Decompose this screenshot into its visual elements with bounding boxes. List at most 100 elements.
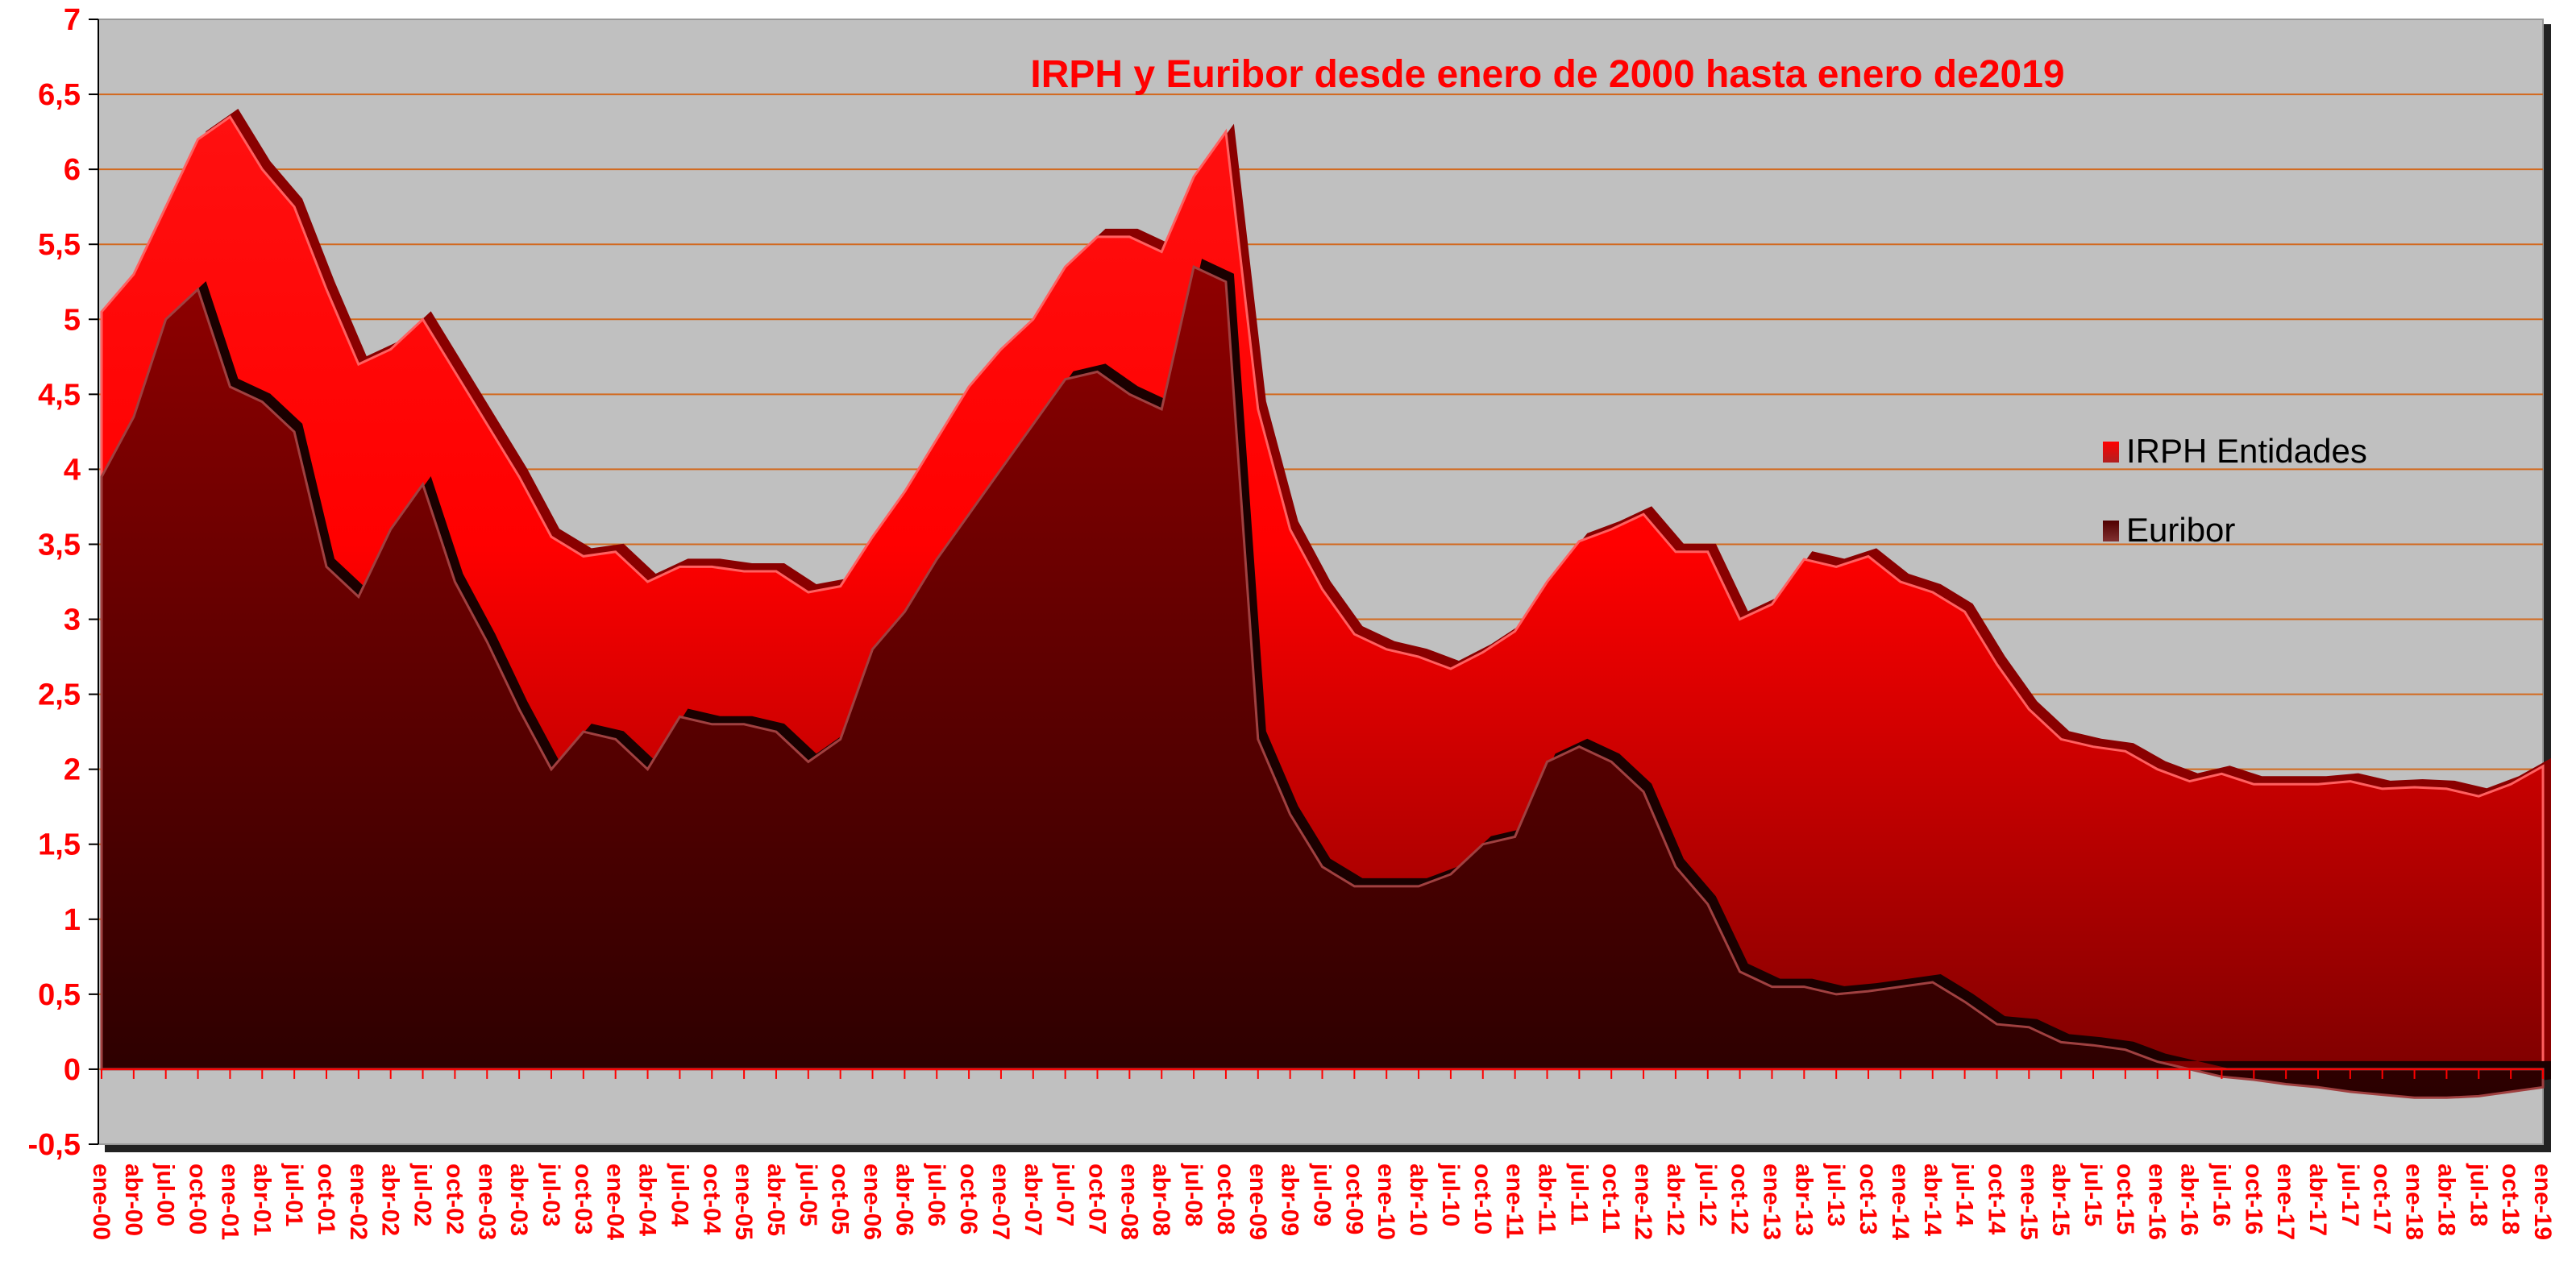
x-tick-label: abr-11	[1533, 1164, 1560, 1234]
y-tick-label: 7	[64, 3, 81, 37]
x-tick-label: abr-06	[891, 1164, 917, 1236]
legend-swatch-irph	[2103, 442, 2119, 463]
x-tick-label: abr-18	[2433, 1164, 2459, 1236]
x-tick-label: oct-15	[2112, 1164, 2138, 1234]
legend-label-euribor: Euribor	[2126, 511, 2235, 549]
x-tick-label: jul-18	[2465, 1163, 2491, 1226]
legend: IRPH Entidades Euribor	[2103, 432, 2367, 549]
series-area-euribor	[100, 264, 2545, 1099]
x-tick-label: jul-02	[409, 1163, 436, 1226]
x-tick-label: jul-09	[1309, 1163, 1336, 1226]
x-tick-label: ene-09	[1244, 1164, 1271, 1240]
x-tick-label: oct-02	[441, 1164, 467, 1234]
y-tick-label: 6,5	[38, 78, 81, 112]
x-tick-label: abr-04	[634, 1164, 661, 1236]
x-tick-label: oct-13	[1855, 1164, 1881, 1234]
x-tick-label: ene-08	[1116, 1164, 1142, 1240]
x-tick-label: oct-01	[313, 1164, 339, 1234]
y-tick-label: -0,5	[28, 1128, 81, 1162]
x-tick-label: ene-19	[2529, 1164, 2556, 1240]
x-tick-label: ene-11	[1502, 1164, 1528, 1238]
x-tick-label: jul-01	[280, 1163, 307, 1226]
y-tick-label: 6	[64, 153, 81, 187]
x-tick-label: ene-12	[1630, 1164, 1656, 1240]
x-tick-label: abr-05	[762, 1164, 789, 1236]
x-tick-label: jul-16	[2208, 1163, 2234, 1226]
y-tick-label: 4	[64, 453, 81, 487]
x-tick-label: jul-06	[923, 1163, 949, 1226]
legend-item-irph[interactable]: IRPH Entidades	[2103, 432, 2367, 470]
x-tick-label: oct-08	[1212, 1164, 1239, 1234]
x-tick-label: abr-16	[2176, 1164, 2203, 1236]
x-tick-label: oct-00	[185, 1164, 211, 1234]
legend-item-euribor[interactable]: Euribor	[2103, 511, 2235, 549]
x-tick-label: ene-10	[1373, 1164, 1399, 1240]
y-tick-label: 4,5	[38, 378, 81, 412]
x-tick-label: oct-07	[1084, 1164, 1111, 1234]
y-tick-label: 2	[64, 753, 81, 787]
x-tick-label: ene-00	[88, 1164, 114, 1240]
y-tick-label: 3	[64, 604, 81, 637]
x-tick-label: jul-14	[1951, 1163, 1978, 1227]
x-tick-label: ene-16	[2144, 1164, 2171, 1240]
x-tick-label: oct-17	[2369, 1164, 2395, 1234]
x-tick-label: oct-18	[2497, 1164, 2524, 1234]
x-tick-label: oct-09	[1340, 1164, 1367, 1234]
x-tick-label: ene-01	[216, 1164, 243, 1240]
x-tick-label: oct-12	[1726, 1164, 1753, 1234]
x-tick-label: jul-00	[152, 1163, 179, 1226]
x-tick-label: abr-17	[2304, 1164, 2331, 1236]
x-tick-label: ene-15	[2015, 1164, 2042, 1240]
x-tick-label: abr-03	[505, 1164, 532, 1236]
x-tick-label: oct-03	[570, 1164, 596, 1234]
x-tick-label: jul-13	[1822, 1163, 1849, 1226]
y-tick-label: 0	[64, 1053, 81, 1087]
x-tick-label: ene-07	[987, 1164, 1014, 1240]
x-tick-label: oct-06	[955, 1164, 982, 1234]
x-tick-label: oct-16	[2240, 1164, 2266, 1234]
x-tick-label: ene-18	[2401, 1164, 2428, 1240]
x-tick-label: oct-14	[1983, 1164, 2009, 1235]
x-tick-label: ene-17	[2272, 1164, 2299, 1240]
x-tick-label: ene-06	[859, 1164, 886, 1240]
x-tick-label: jul-08	[1180, 1163, 1207, 1226]
x-tick-label: abr-00	[120, 1164, 147, 1236]
x-tick-label: jul-03	[538, 1163, 564, 1226]
x-tick-label: abr-10	[1405, 1164, 1431, 1236]
x-tick-label: jul-17	[2337, 1163, 2363, 1226]
x-tick-label: jul-07	[1052, 1163, 1078, 1226]
x-tick-label: abr-13	[1790, 1164, 1817, 1236]
x-tick-label: oct-04	[698, 1164, 725, 1235]
x-tick-label: jul-11	[1565, 1163, 1592, 1226]
y-tick-label: 1	[64, 903, 81, 937]
y-tick-label: 0,5	[38, 978, 81, 1012]
x-tick-label: jul-12	[1694, 1163, 1721, 1226]
chart-title: IRPH y Euribor desde enero de 2000 hasta…	[1030, 53, 2064, 96]
x-tick-label: abr-07	[1020, 1164, 1046, 1236]
x-tick-label: abr-15	[2047, 1164, 2074, 1236]
y-tick-label: 5,5	[38, 228, 81, 262]
x-tick-label: jul-10	[1437, 1163, 1464, 1226]
y-tick-label: 3,5	[38, 528, 81, 562]
y-tick-label: 5	[64, 303, 81, 337]
x-tick-label: ene-03	[473, 1164, 500, 1240]
x-tick-label: jul-05	[795, 1163, 821, 1226]
legend-label-irph: IRPH Entidades	[2126, 432, 2367, 470]
x-tick-label: ene-05	[730, 1164, 757, 1240]
x-tick-label: abr-12	[1662, 1164, 1689, 1236]
legend-swatch-euribor	[2103, 521, 2119, 541]
x-tick-label: oct-05	[827, 1164, 854, 1234]
x-tick-label: abr-08	[1148, 1164, 1174, 1236]
x-tick-label: abr-01	[248, 1164, 275, 1236]
x-tick-label: abr-09	[1277, 1164, 1303, 1236]
x-tick-label: ene-04	[602, 1164, 629, 1240]
x-tick-label: jul-15	[2079, 1163, 2106, 1226]
x-tick-label: oct-10	[1469, 1164, 1496, 1234]
y-tick-label: 2,5	[38, 678, 81, 712]
x-tick-label: abr-02	[377, 1164, 404, 1236]
y-tick-label: 1,5	[38, 828, 81, 862]
x-tick-label: oct-11	[1598, 1164, 1624, 1234]
x-tick-label: ene-13	[1758, 1164, 1785, 1240]
x-tick-label: abr-14	[1919, 1164, 1946, 1236]
